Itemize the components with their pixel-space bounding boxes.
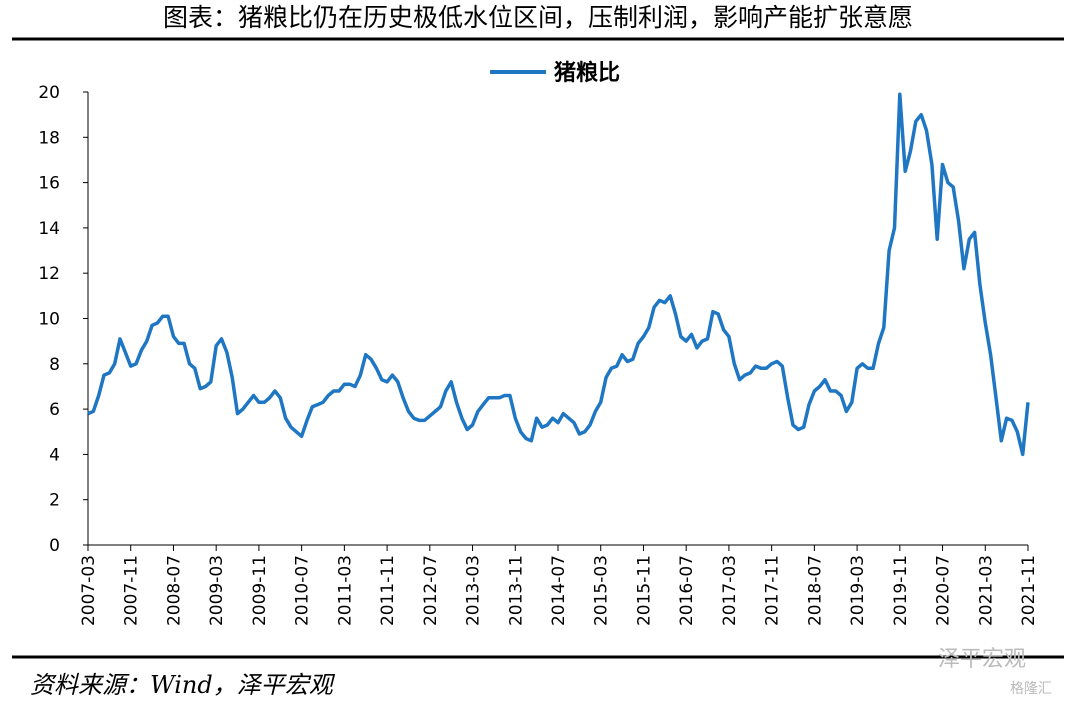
x-tick-label: 2009-03 (207, 555, 227, 626)
x-tick-label: 2012-07 (421, 555, 441, 626)
chart-title: 图表：猪粮比仍在历史极低水位区间，压制利润，影响产能扩张意愿 (163, 3, 913, 32)
y-tick-label: 2 (49, 491, 60, 511)
source: 资料来源：Wind，泽平宏观 (30, 671, 336, 699)
y-tick-label: 10 (38, 310, 60, 330)
legend-label: 猪粮比 (554, 60, 620, 86)
y-tick-label: 6 (49, 400, 60, 420)
x-tick-label: 2010-07 (293, 555, 313, 626)
watermark: 泽平宏观 (938, 647, 1026, 672)
x-tick-label: 2019-03 (848, 555, 868, 626)
x-tick-label: 2015-03 (592, 555, 612, 626)
x-tick-label: 2015-11 (634, 555, 654, 626)
x-tick-label: 2011-03 (335, 555, 355, 626)
x-tick-label: 2021-03 (976, 555, 996, 626)
x-tick-label: 2018-07 (805, 555, 825, 626)
x-tick-label: 2021-11 (1019, 555, 1039, 626)
x-tick-label: 2017-11 (763, 555, 783, 626)
data-line (87, 92, 1030, 457)
x-tick-label: 2017-03 (720, 555, 740, 626)
y-tick-label: 12 (38, 264, 60, 284)
x-tick-label: 2016-07 (677, 555, 697, 626)
x-tick-label: 2007-11 (122, 555, 142, 626)
y-tick-label: 20 (38, 83, 60, 103)
x-tick-label: 2009-11 (250, 555, 270, 626)
watermark-2: 格隆汇 (1010, 681, 1052, 697)
x-tick-label: 2014-07 (549, 555, 569, 626)
x-tick-label: 2007-03 (79, 555, 99, 626)
y-tick-label: 4 (49, 445, 60, 465)
x-tick-label: 2011-11 (378, 555, 398, 626)
y-tick-label: 14 (38, 219, 60, 239)
x-tick-label: 2013-03 (464, 555, 484, 626)
x-tick-label: 2020-07 (934, 555, 954, 626)
y-tick-label: 0 (49, 536, 60, 556)
x-tick-label: 2019-11 (891, 555, 911, 626)
y-tick-label: 8 (49, 355, 60, 375)
x-tick-label: 2013-11 (506, 555, 526, 626)
y-tick-label: 16 (38, 174, 60, 194)
x-tick-label: 2008-07 (164, 555, 184, 626)
y-tick-label: 18 (38, 128, 60, 148)
